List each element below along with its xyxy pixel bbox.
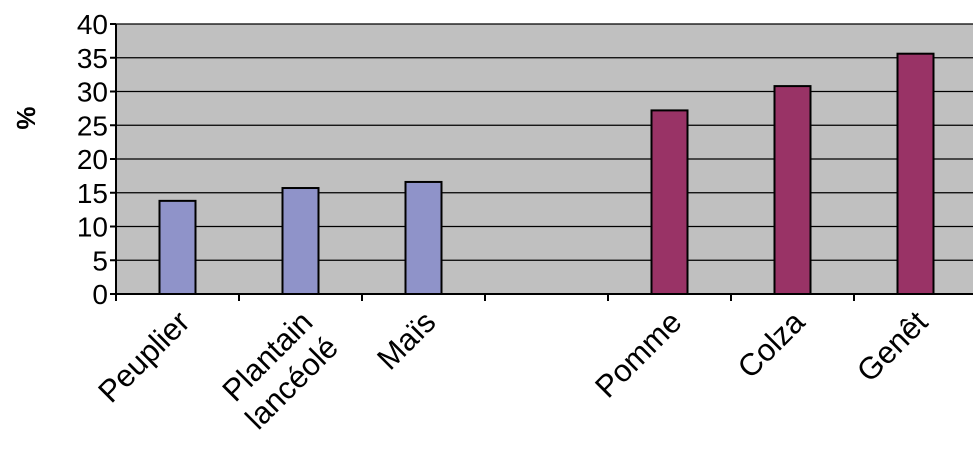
x-category-label: Pomme [588, 304, 688, 404]
x-category-label-line: Pomme [588, 304, 688, 404]
x-category-label: Genêt [850, 304, 935, 389]
y-axis-label: % [11, 106, 41, 129]
y-tick-label: 25 [77, 110, 108, 141]
bar [896, 52, 935, 296]
bar [281, 187, 320, 295]
y-tick-label: 5 [92, 245, 108, 276]
gridlines [116, 23, 973, 261]
x-category-label: Peuplier [91, 304, 196, 409]
y-tick-label: 10 [77, 212, 108, 243]
bar [158, 199, 197, 296]
x-category-label-line: Maïs [370, 304, 442, 376]
y-tick-label: 15 [77, 178, 108, 209]
x-category-label: Colza [731, 304, 812, 385]
y-tick-label: 30 [77, 77, 108, 108]
x-category-label: Maïs [370, 304, 442, 376]
x-category-label-line: Peuplier [91, 304, 196, 409]
y-tick-label: 35 [77, 43, 108, 74]
axes [110, 23, 973, 301]
x-category-label-line: Colza [731, 304, 812, 385]
bar [404, 180, 443, 295]
x-category-labels: Peuplier Plantainlancéolé Maïs Pomme Colza Ge… [91, 304, 934, 436]
x-category-label: Plantainlancéolé [213, 304, 345, 436]
y-tick-label: 0 [92, 279, 108, 310]
bar [773, 85, 812, 295]
y-tick-label: 40 [77, 9, 108, 40]
y-tick-label: 20 [77, 144, 108, 175]
x-category-label-line: Genêt [850, 304, 935, 389]
bar [650, 109, 689, 296]
